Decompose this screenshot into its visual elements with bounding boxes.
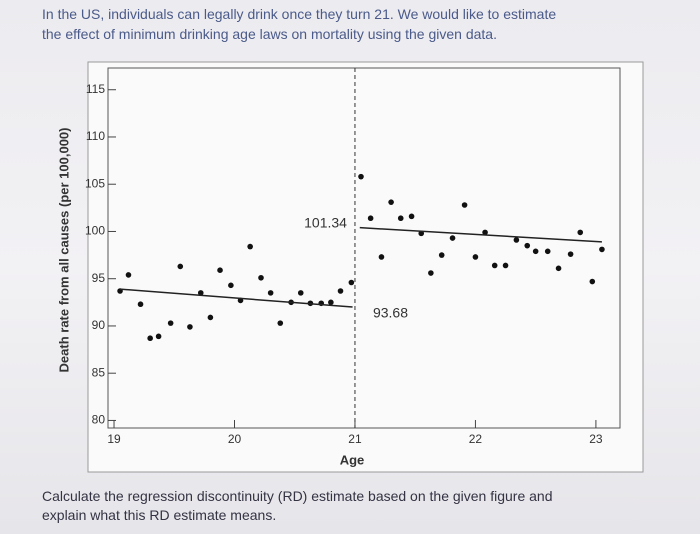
y-axis-label: Death rate from all causes (per 100,000) xyxy=(56,128,71,373)
point xyxy=(197,290,204,296)
y-tick-label: 95 xyxy=(92,271,106,285)
point xyxy=(258,274,264,281)
point xyxy=(555,265,562,272)
point xyxy=(187,324,193,330)
point xyxy=(513,237,520,243)
y-tick-label: 80 xyxy=(92,413,106,427)
y-tick-label: 105 xyxy=(85,176,105,190)
point xyxy=(388,199,394,205)
question-line: In the US, individuals can legally drink… xyxy=(42,6,557,22)
point xyxy=(532,248,539,255)
point xyxy=(177,263,184,270)
annotation: 93.68 xyxy=(373,304,408,320)
point xyxy=(358,173,364,180)
point xyxy=(449,235,456,241)
point xyxy=(247,243,253,250)
point xyxy=(502,262,509,269)
question-line: the effect of minimum drinking age laws … xyxy=(42,26,497,42)
point xyxy=(472,254,479,260)
point xyxy=(337,288,344,294)
point xyxy=(378,254,385,260)
annotation: 101.34 xyxy=(304,214,347,230)
y-tick-label: 90 xyxy=(92,318,106,332)
y-tick-label: 115 xyxy=(86,82,105,96)
chart: Death rate from all causes (per 100,000)… xyxy=(56,61,644,473)
point xyxy=(461,202,468,208)
point xyxy=(137,301,144,308)
point xyxy=(217,267,223,274)
point xyxy=(589,278,596,285)
point xyxy=(408,213,415,220)
point xyxy=(348,279,355,286)
point xyxy=(397,215,404,222)
point xyxy=(125,272,132,278)
point xyxy=(599,246,605,253)
point xyxy=(297,290,304,296)
instruction-line: Calculate the regression discontinuity (… xyxy=(42,488,553,504)
point xyxy=(428,270,434,276)
point xyxy=(544,248,551,255)
point xyxy=(482,229,488,236)
point xyxy=(491,262,498,269)
fit-line xyxy=(119,288,353,308)
point xyxy=(438,252,445,258)
point xyxy=(367,215,374,222)
y-tick-label: 110 xyxy=(86,129,105,143)
fit-line xyxy=(359,226,602,243)
point xyxy=(147,335,153,342)
point xyxy=(228,282,234,289)
y-tick-label: 100 xyxy=(85,224,105,238)
point xyxy=(567,251,574,257)
x-tick-label: 20 xyxy=(228,432,242,446)
point xyxy=(277,320,284,326)
y-tick-label: 85 xyxy=(92,365,106,379)
x-tick-label: 22 xyxy=(469,432,483,446)
point xyxy=(167,320,174,326)
point xyxy=(155,333,162,340)
point xyxy=(524,242,531,249)
x-tick-label: 23 xyxy=(589,432,603,446)
point xyxy=(328,299,334,306)
x-tick-label: 21 xyxy=(348,432,362,446)
x-tick-label: 19 xyxy=(107,432,121,446)
point xyxy=(267,290,274,296)
x-axis-label: Age xyxy=(340,452,365,467)
point xyxy=(577,229,584,236)
plot-area xyxy=(107,67,621,429)
point xyxy=(207,314,214,321)
instruction-line: explain what this RD estimate means. xyxy=(42,507,277,523)
